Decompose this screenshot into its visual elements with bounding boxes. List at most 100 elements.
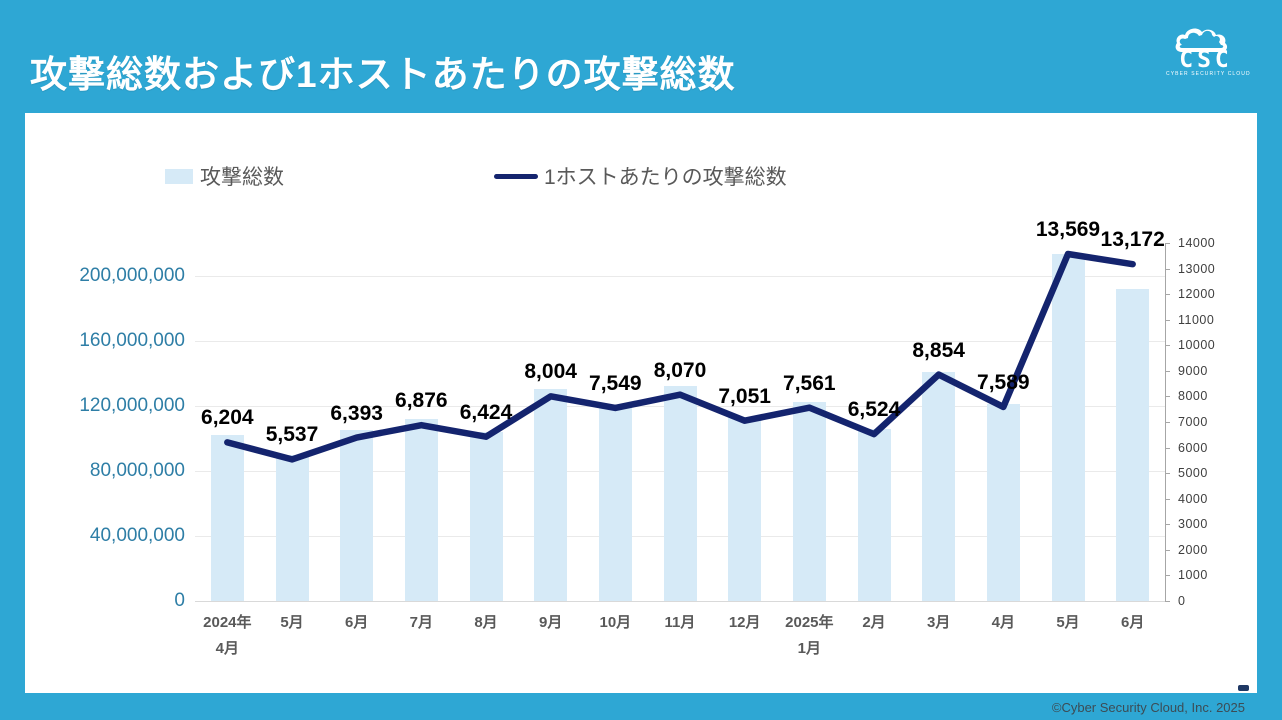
csc-logo-subtext: CYBER SECURITY CLOUD [1166,71,1251,77]
bar-12月 [728,417,762,601]
right-axis-tick [1165,575,1170,577]
right-axis-tick-label: 4000 [1178,491,1208,506]
x-axis-label: 6月 [344,614,369,631]
x-axis-label: 10月 [599,614,632,631]
right-axis-tick [1165,345,1170,347]
line-path [224,250,1136,463]
right-axis-tick-label: 8000 [1178,389,1208,404]
bar-3月 [922,371,956,601]
right-axis-tick-label: 11000 [1178,312,1215,327]
right-axis-tick [1165,524,1170,526]
right-axis-tick-label: 2000 [1178,542,1208,557]
cloud-icon [1175,28,1228,52]
data-label: 6,876 [395,389,448,413]
line-series [224,250,1136,463]
right-axis-tick [1165,447,1170,449]
right-axis-tick [1165,243,1170,244]
right-axis-tick [1165,319,1170,321]
data-label: 7,051 [718,384,771,408]
data-label: 8,070 [653,358,707,382]
data-label: 6,424 [459,400,513,424]
right-axis-tick-label: 3000 [1178,517,1208,532]
x-axis-label: 3月 [926,614,951,631]
data-label: 7,549 [589,371,642,395]
x-axis-label: 5月 [1056,614,1080,631]
bar-5月 [275,454,309,601]
chart-area: 0 40,000,000 80,000,000 120,000,000 160,000,… [25,113,1257,693]
x-axis-label: 12月 [728,614,761,631]
right-axis-tick [1165,422,1170,423]
legend-bar-swatch [165,168,193,184]
x-axis-line [195,601,1165,602]
copyright: ©Cyber Security Cloud, Inc. 2025 [1051,700,1245,715]
right-axis-tick [1165,601,1170,602]
right-axis-tick-label: 14000 [1178,236,1216,250]
x-axis-label: 5月 [280,614,304,631]
bar-2月 [857,428,891,601]
right-axis-tick-label: 5000 [1178,466,1208,481]
clipped-page-number-mark [1238,685,1249,691]
right-axis-tick [1165,498,1170,500]
right-axis-tick-label: 1000 [1178,568,1208,583]
bar-2025年1月 [792,402,826,601]
left-axis-tick-label: 0 [174,590,185,611]
x-axis-label: 2024年 4月 [203,614,252,657]
left-axis-tick-label: 200,000,000 [79,264,185,286]
bar-7月 [404,418,438,601]
gridline [195,275,1165,277]
x-axis-label: 2月 [862,614,886,631]
right-axis-tick-label: 10000 [1178,338,1216,353]
left-axis-tick-label: 160,000,000 [79,329,185,351]
right-axis-tick-label: 0 [1178,594,1186,608]
left-axis-tick-label: 40,000,000 [89,524,185,546]
right-axis-tick-label: 9000 [1178,363,1208,378]
data-label: 7,561 [783,371,836,395]
data-label: 6,204 [201,406,254,430]
legend-bar-label: 攻撃総数 [200,166,284,189]
legend-line-label: 1ホストあたりの攻撃総数 [544,166,787,189]
bar-9月 [534,389,568,601]
right-axis-tick [1165,370,1170,372]
x-axis-label: 2025年 1月 [785,614,834,657]
x-axis-label: 9月 [538,614,563,631]
bar-6月 [340,430,374,601]
chart-legend: 攻撃総数 1ホストあたりの攻撃総数 [165,161,787,191]
right-axis-tick [1165,294,1170,296]
right-axis-tick [1165,549,1170,551]
data-label: 5,537 [265,423,319,447]
data-label: 6,393 [330,401,383,425]
bar-5月 [1051,254,1085,601]
right-axis-tick [1165,268,1170,270]
bar-10月 [598,405,632,601]
page-title: 攻撃総数および1ホストあたりの攻撃総数 [30,54,736,95]
csc-logo-text: CSC [1179,47,1233,73]
right-axis-tick [1165,473,1170,475]
right-axis-tick [1165,396,1170,398]
left-axis-tick-label: 80,000,000 [89,459,185,481]
data-label: 6,524 [847,398,901,422]
right-axis-tick-label: 6000 [1178,440,1208,455]
data-label: 13,172 [1100,228,1165,252]
bar-2024年4月 [210,435,244,601]
x-axis-label: 4月 [991,614,1015,631]
chart-card: 攻撃総数 1ホストあたりの攻撃総数 0 40,000,000 80,000,000 1… [25,113,1257,693]
csc-logo: CSC CYBER SECURITY CLOUD [1166,26,1251,78]
data-label: 8,004 [524,360,577,384]
right-axis-tick-label: 7000 [1178,415,1208,429]
right-axis-tick-label: 13000 [1178,261,1216,276]
bar-6月 [1116,288,1150,601]
left-axis-tick-label: 120,000,000 [79,394,185,416]
data-label: 8,854 [912,338,965,362]
right-axis-tick-label: 12000 [1178,287,1216,302]
x-axis-label: 6月 [1120,614,1145,631]
x-axis-label: 8月 [474,614,498,631]
bar-8月 [469,431,503,601]
gridline [195,340,1165,342]
x-axis-label: 11月 [664,614,696,631]
data-label: 7,589 [977,370,1030,394]
legend-line-swatch [494,173,538,179]
data-label: 13,569 [1035,218,1101,242]
bar-4月 [986,404,1020,601]
bar-11月 [663,386,697,601]
x-axis-label: 7月 [409,614,433,631]
